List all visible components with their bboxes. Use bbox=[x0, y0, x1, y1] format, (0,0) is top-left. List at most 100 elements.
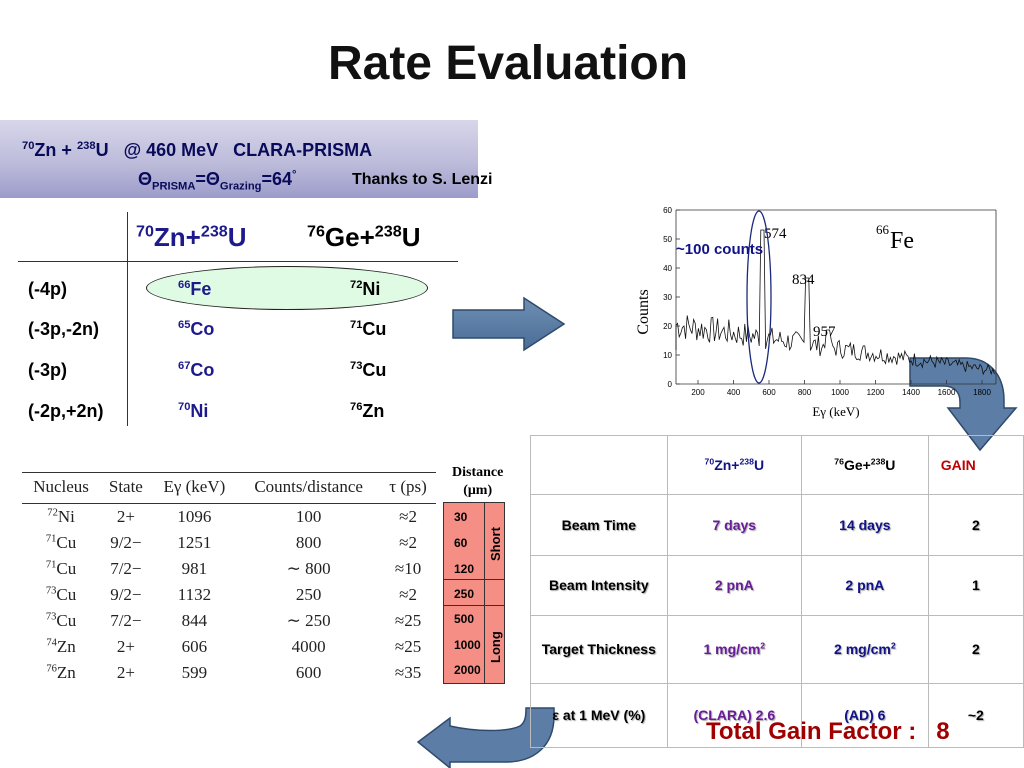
reaction-header: 70Zn+238U bbox=[136, 222, 247, 252]
energy-cell: 606 bbox=[181, 637, 208, 656]
gamma-spectrum: Counts Eγ (keV) 66 Fe 60 50 40 30 20 10 0 200 40… bbox=[635, 200, 1016, 422]
row-label: ε at 1 MeV (%) bbox=[530, 683, 668, 748]
distance-value: 500 bbox=[454, 612, 475, 626]
gain-cell: 2 bbox=[927, 494, 1024, 556]
counts-cell: 100 bbox=[295, 507, 322, 526]
table-row: 71Cu 7/2− 981 ∼ 800 ≈10 bbox=[22, 556, 436, 582]
short-label: Short bbox=[488, 527, 503, 561]
ladder-divider bbox=[484, 503, 485, 683]
channel-label: (-4p) bbox=[28, 279, 67, 299]
lifetime-cell: ≈2 bbox=[399, 507, 417, 526]
y-tick-label: 50 bbox=[663, 235, 672, 244]
gain-table: 70Zn+238U 76Ge+238U GAIN Beam Time 7 day… bbox=[530, 435, 1024, 748]
state-cell: 9/2− bbox=[110, 533, 142, 552]
y-tick-label: 60 bbox=[663, 206, 672, 215]
product-nucleus: 71Cu bbox=[350, 319, 387, 339]
distance-value: 250 bbox=[454, 587, 475, 601]
energy-cell: 1132 bbox=[177, 585, 212, 604]
table-row: 72Ni 2+ 1096 100 ≈2 bbox=[22, 504, 436, 531]
x-tick-label: 1000 bbox=[831, 388, 849, 397]
channel-label: (-3p,-2n) bbox=[28, 319, 99, 339]
product-nucleus: 66Fe bbox=[178, 279, 212, 299]
y-tick-label: 40 bbox=[663, 264, 672, 273]
peak-ellipse bbox=[746, 210, 772, 384]
gain-cell: 1 bbox=[927, 555, 1024, 616]
total-gain-factor: Total Gain Factor : 8 bbox=[706, 718, 950, 745]
distance-value: 120 bbox=[454, 562, 475, 576]
x-tick-label: 400 bbox=[727, 388, 741, 397]
thanks-note: Thanks to S. Lenzi bbox=[352, 171, 493, 188]
x-tick-label: 800 bbox=[798, 388, 812, 397]
energy-cell: 599 bbox=[181, 663, 208, 682]
nucleus-cell: 72Ni bbox=[47, 507, 75, 526]
counts-cell: 4000 bbox=[291, 637, 326, 656]
x-tick-label: 1400 bbox=[902, 388, 920, 397]
distance-value: 2000 bbox=[454, 663, 481, 677]
nucleus-cell: 73Cu bbox=[45, 585, 77, 604]
gain-cell: ~2 bbox=[927, 683, 1024, 748]
product-nucleus: 65Co bbox=[178, 319, 215, 339]
counts-cell: 250 bbox=[295, 585, 322, 604]
x-tick-label: 1600 bbox=[938, 388, 956, 397]
table-row: 73Cu 9/2− 1132 250 ≈2 bbox=[22, 582, 436, 608]
peak-label: 574 bbox=[764, 226, 787, 242]
table-row: 76Zn 2+ 599 600 ≈35 bbox=[22, 660, 436, 686]
spectrum-trace bbox=[675, 229, 995, 376]
x-tick-label: 1800 bbox=[973, 388, 991, 397]
highlight-ellipse bbox=[146, 266, 428, 310]
counts-cell: ∼ 800 bbox=[286, 559, 331, 578]
nucleus-cell: 73Cu bbox=[45, 611, 77, 630]
spectrum-xlabel: Eγ (keV) bbox=[812, 404, 859, 419]
spectrum-nucleus-label: 66 Fe bbox=[876, 222, 914, 254]
right-arrow-icon bbox=[452, 296, 566, 352]
long-label: Long bbox=[488, 631, 503, 663]
table-cell: 14 days bbox=[800, 494, 929, 556]
column-header: State bbox=[100, 472, 152, 504]
x-tick-label: 600 bbox=[762, 388, 776, 397]
nucleus-cell: 71Cu bbox=[45, 533, 77, 552]
y-tick-label: 20 bbox=[663, 322, 672, 331]
table-cell: 2 mg/cm2 bbox=[800, 615, 929, 684]
table-cell: 1 mg/cm2 bbox=[666, 615, 802, 684]
x-tick-label: 1200 bbox=[867, 388, 885, 397]
row-label: Target Thickness bbox=[530, 615, 668, 684]
y-tick-label: 10 bbox=[663, 351, 672, 360]
svg-text:Fe: Fe bbox=[890, 228, 914, 254]
column-header: τ (ps) bbox=[380, 472, 436, 504]
energy-cell: 981 bbox=[181, 559, 208, 578]
table-cell: 7 days bbox=[666, 494, 802, 556]
gain-cell: 2 bbox=[927, 615, 1024, 684]
table-divider bbox=[127, 212, 128, 426]
lifetime-cell: ≈2 bbox=[399, 585, 417, 604]
table-cell: 2 pnA bbox=[666, 555, 802, 616]
distance-value: 1000 bbox=[454, 638, 481, 652]
table-row: 74Zn 2+ 606 4000 ≈25 bbox=[22, 634, 436, 660]
counts-cell: 600 bbox=[295, 663, 322, 682]
state-cell: 2+ bbox=[116, 507, 135, 526]
y-tick-label: 0 bbox=[668, 380, 673, 389]
product-nucleus: 76Zn bbox=[350, 401, 385, 421]
product-nucleus: 67Co bbox=[178, 360, 215, 380]
nucleus-cell: 74Zn bbox=[46, 637, 76, 656]
reaction-line: 70Zn + 238U @ 460 MeV CLARA-PRISMA bbox=[22, 140, 373, 160]
svg-text:66: 66 bbox=[876, 222, 890, 237]
product-nucleus: 70Ni bbox=[178, 401, 209, 421]
distance-value: 60 bbox=[454, 536, 468, 550]
peak-label: 957 bbox=[813, 324, 836, 340]
energy-cell: 1096 bbox=[177, 507, 212, 526]
energy-cell: 844 bbox=[181, 611, 208, 630]
table-row: 73Cu 7/2− 844 ∼ 250 ≈25 bbox=[22, 608, 436, 634]
distance-label: Distance (μm) bbox=[452, 465, 504, 498]
table-cell: (AD) 6 bbox=[800, 683, 929, 748]
state-cell: 2+ bbox=[116, 637, 135, 656]
row-label: Beam Time bbox=[530, 494, 668, 556]
lifetime-cell: ≈25 bbox=[394, 637, 422, 656]
lifetime-cell: ≈25 bbox=[394, 611, 422, 630]
column-header: 70Zn+238U bbox=[666, 435, 802, 495]
ladder-separator bbox=[444, 579, 504, 580]
spectrum-ylabel: Counts bbox=[636, 289, 652, 334]
reaction-header: 76Ge+238U bbox=[307, 222, 421, 252]
corner-cell bbox=[530, 435, 668, 495]
nucleus-cell: 76Zn bbox=[46, 663, 76, 682]
row-label: Beam Intensity bbox=[530, 555, 668, 616]
